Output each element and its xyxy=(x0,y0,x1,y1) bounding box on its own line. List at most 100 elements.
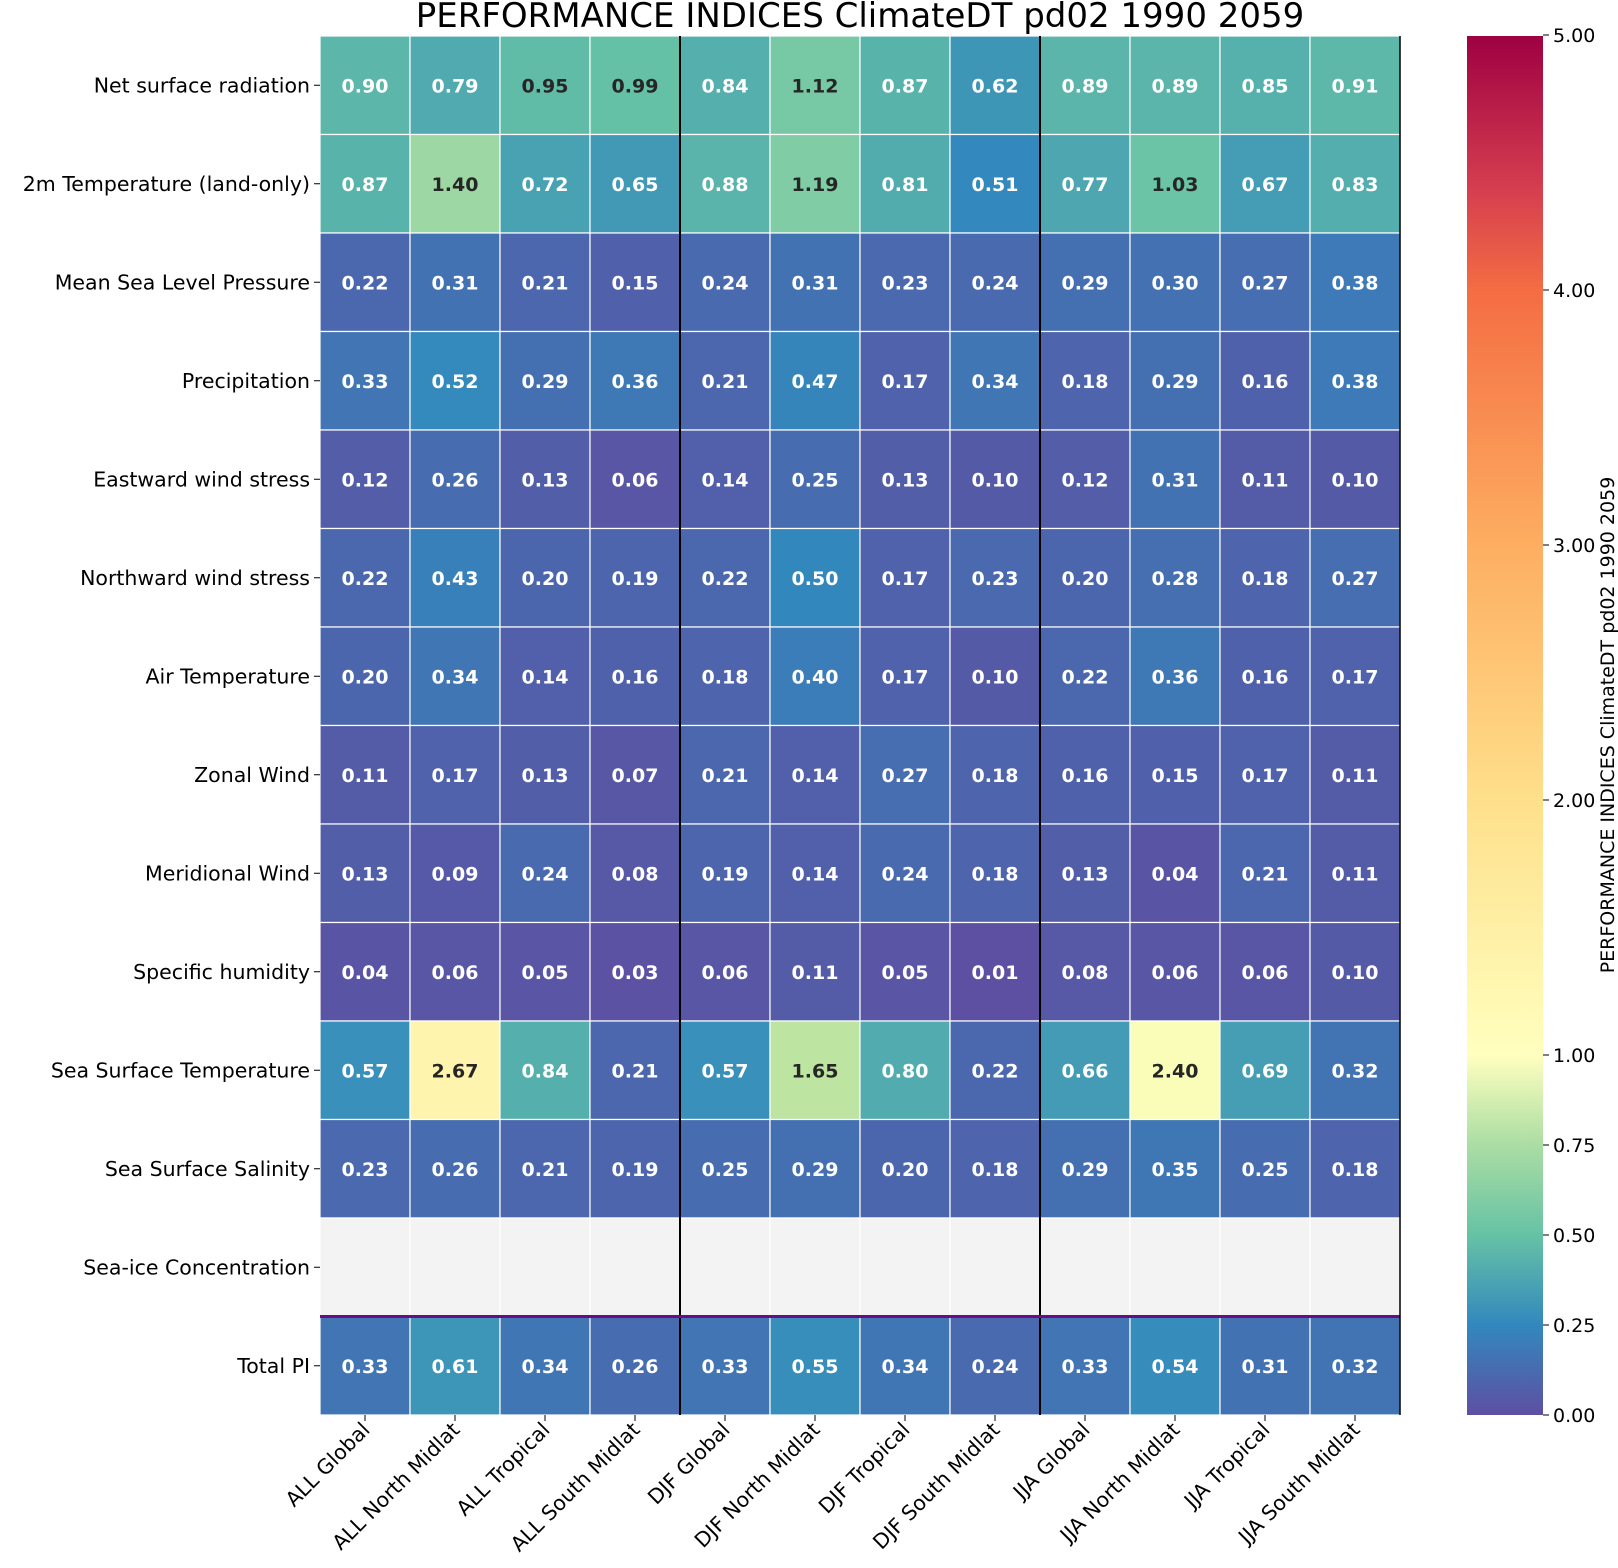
cell-value: 0.35 xyxy=(1152,1159,1199,1181)
cell-value: 0.01 xyxy=(972,962,1019,984)
cell-value: 0.22 xyxy=(972,1060,1019,1082)
heatmap-cell xyxy=(589,1315,681,1416)
heatmap-cell xyxy=(319,429,411,530)
heatmap-cell xyxy=(949,823,1041,924)
heatmap-cell xyxy=(589,527,681,628)
heatmap-cell xyxy=(319,35,411,136)
cell-value: 0.21 xyxy=(702,371,749,393)
cell-value: 0.12 xyxy=(1062,469,1109,491)
cell-value: 0.25 xyxy=(1242,1159,1289,1181)
y-tick-label: Air Temperature xyxy=(145,664,310,688)
heatmap-cell xyxy=(679,1020,771,1121)
heatmap-cell xyxy=(679,35,771,136)
cell-value: 0.47 xyxy=(792,371,839,393)
cell-value: 0.08 xyxy=(1062,962,1109,984)
cell-value: 0.95 xyxy=(522,75,569,97)
heatmap-cell xyxy=(1309,823,1401,924)
y-tick-label: Northward wind stress xyxy=(80,566,310,590)
x-tick-label: DJF Tropical xyxy=(814,1418,915,1519)
cell-value: 0.20 xyxy=(342,666,389,688)
cell-value: 0.20 xyxy=(1062,568,1109,590)
cell-value: 0.17 xyxy=(882,371,929,393)
y-tick-label: Sea Surface Temperature xyxy=(51,1058,310,1082)
cell-value: 0.18 xyxy=(972,863,1019,885)
cell-value: 0.69 xyxy=(1242,1060,1289,1082)
cell-value: 0.10 xyxy=(972,666,1019,688)
cell-value: 0.25 xyxy=(792,469,839,491)
heatmap-cell xyxy=(409,1118,501,1219)
colorbar-tick-label: 0.00 xyxy=(1553,1405,1595,1427)
y-tick-label: 2m Temperature (land-only) xyxy=(23,172,310,196)
cell-value: 0.14 xyxy=(702,469,749,491)
heatmap-cell-missing xyxy=(409,1217,501,1318)
heatmap-cell xyxy=(1219,823,1311,924)
heatmap-cell xyxy=(319,724,411,825)
cell-value: 2.67 xyxy=(432,1060,479,1082)
y-tick-label: Meridional Wind xyxy=(145,861,310,885)
heatmap-cell xyxy=(1219,626,1311,727)
cell-value: 0.16 xyxy=(1242,666,1289,688)
heatmap-cell xyxy=(319,1315,411,1416)
heatmap-cell xyxy=(1219,429,1311,530)
colorbar-tick-label: 0.75 xyxy=(1553,1135,1595,1157)
heatmap-cell xyxy=(1129,330,1221,431)
cell-value: 0.27 xyxy=(1242,272,1289,294)
heatmap-cell xyxy=(409,429,501,530)
cell-value: 0.61 xyxy=(432,1356,479,1378)
colorbar-lower xyxy=(1467,1055,1543,1415)
cell-value: 0.24 xyxy=(702,272,749,294)
cell-value: 0.10 xyxy=(1332,469,1379,491)
cell-value: 0.38 xyxy=(1332,272,1379,294)
heatmap-cell-missing xyxy=(949,1217,1041,1318)
cell-value: 0.16 xyxy=(1062,765,1109,787)
colorbar-tick-label: 5.00 xyxy=(1553,25,1595,47)
heatmap-cell-missing xyxy=(1039,1217,1131,1318)
cell-value: 0.33 xyxy=(342,1356,389,1378)
cell-value: 0.32 xyxy=(1332,1356,1379,1378)
heatmap-cell xyxy=(859,1315,951,1416)
cell-value: 0.10 xyxy=(1332,962,1379,984)
cell-value: 0.50 xyxy=(792,568,839,590)
heatmap-cell xyxy=(1219,232,1311,333)
cell-value: 0.09 xyxy=(432,863,479,885)
heatmap-cell xyxy=(1129,527,1221,628)
heatmap-cell xyxy=(1309,232,1401,333)
heatmap-cell xyxy=(679,626,771,727)
cell-value: 0.17 xyxy=(882,666,929,688)
heatmap-cell xyxy=(859,1020,951,1121)
cell-value: 0.57 xyxy=(342,1060,389,1082)
heatmap-cell xyxy=(409,921,501,1022)
cell-value: 1.12 xyxy=(792,75,839,97)
heatmap-cell xyxy=(1129,626,1221,727)
heatmap-cell xyxy=(499,626,591,727)
heatmap-cell xyxy=(589,724,681,825)
heatmap-cell xyxy=(499,1020,591,1121)
cell-value: 0.22 xyxy=(702,568,749,590)
cell-value: 0.57 xyxy=(702,1060,749,1082)
heatmap-cell xyxy=(949,724,1041,825)
x-tick-label: JJA Global xyxy=(1007,1418,1094,1505)
cell-value: 0.22 xyxy=(1062,666,1109,688)
y-tick-label: Mean Sea Level Pressure xyxy=(55,270,310,294)
heatmap-cell xyxy=(1219,1020,1311,1121)
heatmap-cell xyxy=(1039,1020,1131,1121)
cell-value: 0.84 xyxy=(702,75,749,97)
heatmap-cell xyxy=(859,1118,951,1219)
cell-value: 0.38 xyxy=(1332,371,1379,393)
cell-value: 0.13 xyxy=(342,863,389,885)
chart-title: PERFORMANCE INDICES ClimateDT pd02 1990 … xyxy=(416,0,1305,36)
y-tick-label: Sea-ice Concentration xyxy=(83,1255,310,1279)
cell-value: 0.22 xyxy=(342,272,389,294)
heatmap-cell xyxy=(1129,921,1221,1022)
heatmap-cell xyxy=(1309,724,1401,825)
heatmap-cell-missing xyxy=(1129,1217,1221,1318)
colorbar-upper xyxy=(1467,36,1543,1056)
cell-value: 0.11 xyxy=(792,962,839,984)
heatmap-cell xyxy=(499,232,591,333)
cell-value: 1.40 xyxy=(432,174,479,196)
heatmap-cell xyxy=(409,133,501,234)
cell-value: 0.29 xyxy=(1062,1159,1109,1181)
cell-value: 0.15 xyxy=(612,272,659,294)
cell-value: 0.11 xyxy=(342,765,389,787)
